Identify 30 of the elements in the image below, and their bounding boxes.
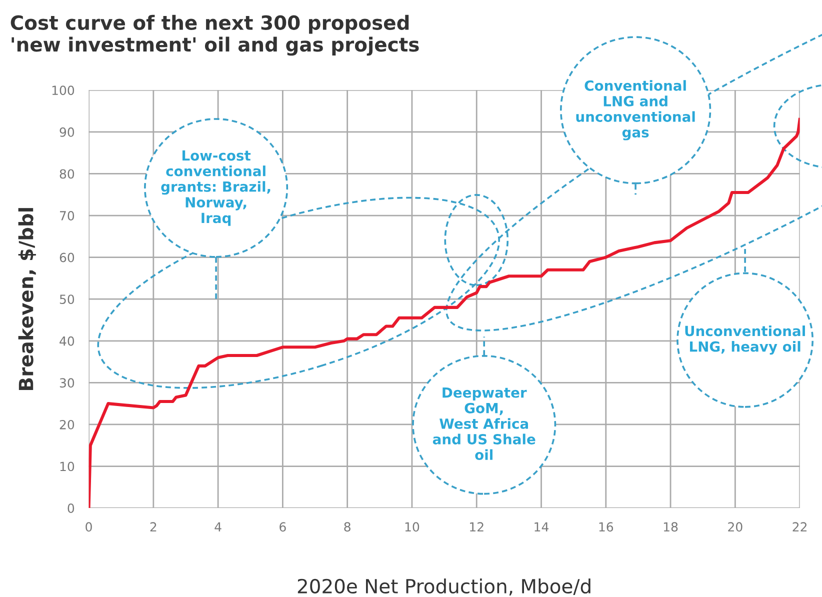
y-tick-label: 20 [60,420,74,430]
y-tick-label: 0 [68,504,74,513]
annotation: Low-cost conventional grants: Brazil, Norway, Iraq [161,150,270,226]
y-tick-label: 50 [60,294,74,304]
x-tick-label: 20 [728,522,742,532]
x-tick-label: 0 [86,522,92,532]
x-tick-label: 6 [280,522,286,532]
y-axis-title: Breakeven, $/bbl [18,208,36,390]
x-tick-label: 12 [470,522,484,532]
x-tick-label: 18 [664,522,678,532]
chart-title: Cost curve of the next 300 proposed 'new investment' oil and gas projects [10,14,419,56]
x-tick-label: 22 [792,522,807,532]
y-tick-label: 70 [60,210,74,220]
y-tick-label: 10 [60,462,74,472]
y-tick-label: 90 [60,127,74,137]
x-tick-label: 2 [150,522,156,532]
x-tick-label: 14 [534,522,548,532]
x-tick-label: 4 [214,522,222,532]
annotation: Deepwater GoM, West Africa and US Shale oil [432,387,536,460]
annotation: Unconventional LNG, heavy oil [685,326,805,355]
annotation: Conventional LNG and unconventional gas [576,80,695,140]
y-tick-label: 60 [60,252,74,262]
x-tick-label: 10 [405,522,420,532]
x-axis-title: 2020e Net Production, Mboe/d [298,578,590,596]
y-tick-label: 40 [60,336,74,346]
x-tick-label: 16 [599,522,614,532]
y-tick-label: 100 [52,86,74,96]
y-tick-label: 30 [60,378,74,388]
x-tick-label: 8 [344,522,350,532]
y-tick-label: 80 [60,169,74,179]
